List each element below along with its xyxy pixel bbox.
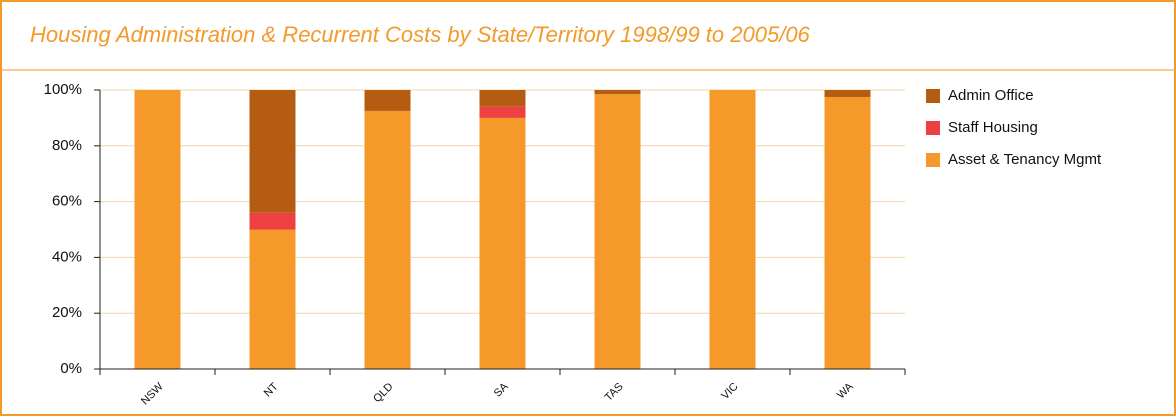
bar-segment — [479, 90, 526, 107]
bar-segment — [594, 94, 641, 369]
bar-segment — [479, 106, 526, 118]
bar-segment — [249, 229, 296, 369]
bar-segment — [134, 90, 181, 369]
bar-segment — [364, 90, 411, 111]
bar-segment — [364, 110, 411, 370]
legend-swatch — [926, 89, 940, 103]
y-tick-label: 100% — [44, 81, 82, 98]
bar-segment — [709, 90, 756, 369]
bar-segment — [479, 117, 526, 370]
y-tick-label: 80% — [52, 137, 82, 154]
bar-segment — [249, 212, 296, 230]
bar-segment — [594, 90, 641, 95]
y-tick-label: 0% — [60, 360, 82, 377]
legend-swatch — [926, 121, 940, 135]
legend-label: Staff Housing — [948, 119, 1038, 136]
bar-segment — [249, 90, 296, 213]
chart-title: Housing Administration & Recurrent Costs… — [30, 22, 811, 47]
bar-segment — [824, 96, 871, 369]
y-tick-label: 20% — [52, 304, 82, 321]
y-tick-label: 60% — [52, 193, 82, 210]
legend-label: Asset & Tenancy Mgmt — [948, 151, 1102, 168]
y-tick-label: 40% — [52, 248, 82, 265]
bar-segment — [824, 90, 871, 97]
legend-label: Admin Office — [948, 87, 1034, 104]
legend-swatch — [926, 153, 940, 167]
